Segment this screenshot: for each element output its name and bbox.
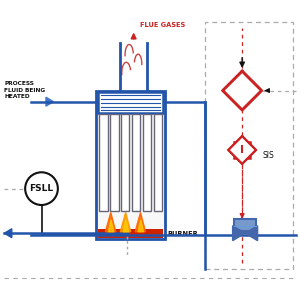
Polygon shape — [228, 136, 256, 164]
Text: PROCESS
FLUID BEING
HEATED: PROCESS FLUID BEING HEATED — [4, 81, 46, 99]
FancyBboxPatch shape — [154, 114, 162, 211]
Text: SIS: SIS — [263, 152, 275, 160]
FancyBboxPatch shape — [234, 219, 256, 231]
FancyBboxPatch shape — [234, 142, 250, 158]
Polygon shape — [105, 212, 116, 232]
Text: I: I — [240, 145, 244, 155]
Text: OR: OR — [234, 85, 250, 96]
Text: FLUE GASES: FLUE GASES — [140, 22, 185, 28]
Polygon shape — [46, 97, 53, 106]
Polygon shape — [245, 226, 258, 241]
FancyBboxPatch shape — [143, 114, 151, 211]
Polygon shape — [123, 220, 129, 232]
Polygon shape — [138, 220, 143, 232]
Polygon shape — [108, 220, 114, 232]
FancyBboxPatch shape — [132, 114, 140, 211]
Polygon shape — [4, 229, 12, 238]
Polygon shape — [120, 212, 131, 232]
Text: FSLL: FSLL — [29, 184, 54, 193]
FancyBboxPatch shape — [121, 114, 129, 211]
Text: BURNER: BURNER — [168, 231, 199, 237]
FancyBboxPatch shape — [97, 91, 165, 239]
FancyBboxPatch shape — [98, 230, 164, 238]
Polygon shape — [232, 226, 245, 241]
FancyBboxPatch shape — [100, 114, 108, 211]
FancyBboxPatch shape — [98, 92, 164, 113]
Polygon shape — [223, 71, 262, 110]
FancyBboxPatch shape — [110, 114, 118, 211]
Polygon shape — [135, 212, 146, 232]
